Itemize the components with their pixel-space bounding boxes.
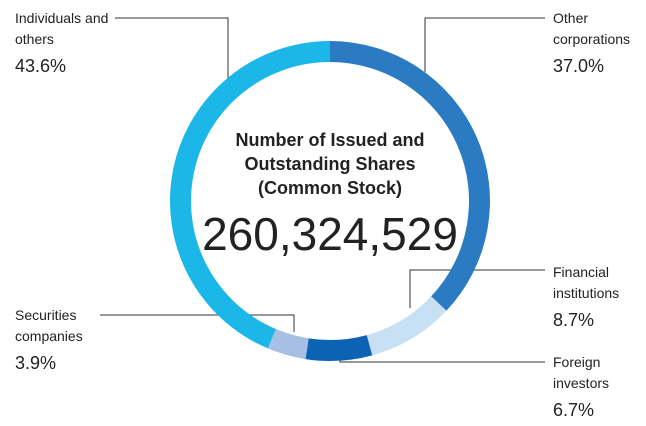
category-label: Other corporations (553, 10, 631, 47)
category-label: Financial institutions (553, 264, 620, 301)
leader-line (409, 269, 545, 308)
donut-segment (169, 41, 330, 349)
center-title: (Common Stock) (258, 178, 402, 198)
category-label: Securities companies (15, 307, 83, 344)
leader-line (100, 314, 295, 332)
segment-label: Other corporations 37.0% (553, 8, 646, 77)
donut-segment (305, 335, 373, 362)
value-label: 8.7% (553, 310, 595, 330)
center-text: Number of Issued and Outstanding Shares … (202, 130, 458, 260)
segment-label: Foreign investors 6.7% (553, 352, 646, 421)
donut-segment (267, 329, 309, 360)
donut-segment (366, 296, 447, 356)
segment-label: Securities companies 3.9% (15, 305, 110, 374)
center-title: Number of Issued and (235, 130, 424, 150)
donut (169, 41, 491, 362)
value-label: 3.9% (15, 353, 57, 373)
value-label: 43.6% (15, 56, 67, 76)
category-label: Individuals and others (15, 10, 109, 47)
value-label: 37.0% (553, 56, 605, 76)
category-label: Foreign investors (553, 354, 610, 391)
segment-label: Individuals and others 43.6% (15, 8, 110, 77)
center-title: Outstanding Shares (244, 154, 415, 174)
donut-segment (330, 41, 491, 311)
segment-label: Financial institutions 8.7% (553, 262, 646, 331)
leader-line (115, 17, 229, 80)
center-total: 260,324,529 (202, 208, 458, 260)
value-label: 6.7% (553, 400, 595, 420)
leader-line (424, 17, 545, 72)
